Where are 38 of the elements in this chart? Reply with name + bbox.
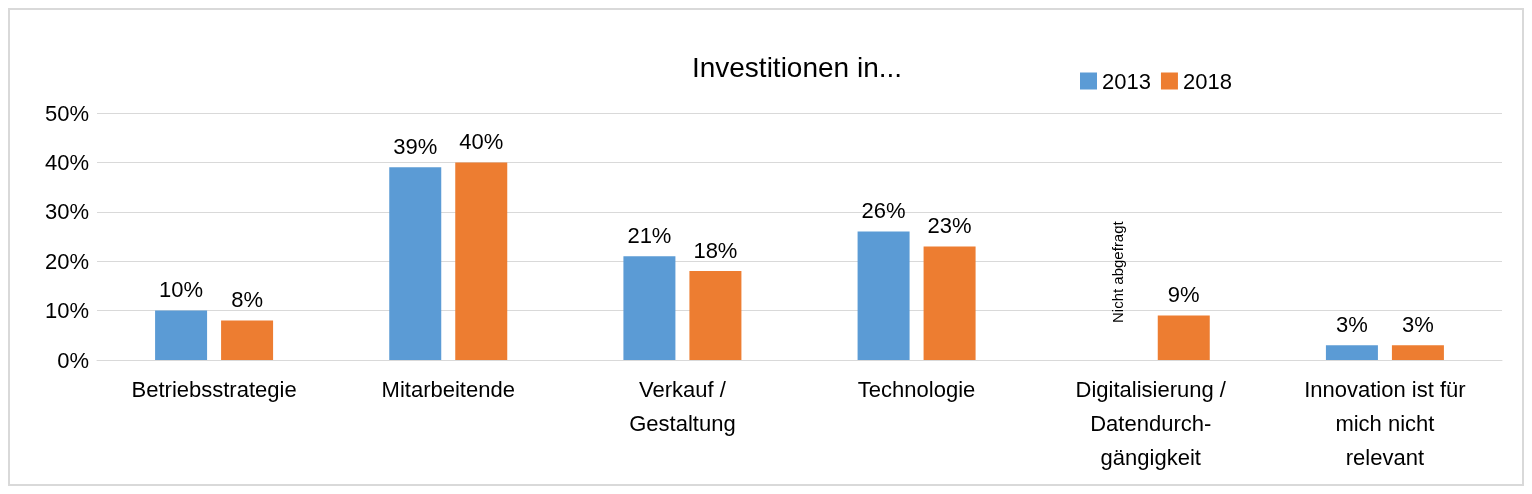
bar bbox=[1157, 315, 1210, 360]
text: 8% bbox=[231, 286, 263, 312]
text: 21% bbox=[627, 222, 672, 248]
bar bbox=[623, 256, 676, 360]
bar bbox=[1391, 345, 1444, 360]
x-tick-label: Verkauf / Gestaltung bbox=[629, 376, 736, 436]
text: 3% bbox=[1336, 311, 1368, 337]
y-tick-label: 30% bbox=[44, 199, 89, 225]
text: 40% bbox=[459, 128, 504, 154]
chart-title: Investitionen in... bbox=[691, 51, 903, 83]
annotation: Nicht abgefragt bbox=[1109, 220, 1127, 323]
y-tick-label: 10% bbox=[44, 298, 89, 324]
bar bbox=[389, 167, 442, 360]
bar bbox=[155, 310, 208, 360]
x-tick-label: Digitalisierung / Datendurch- gängigkeit bbox=[1075, 376, 1227, 470]
text: 39% bbox=[393, 133, 438, 159]
text: 23% bbox=[927, 212, 972, 238]
bar bbox=[857, 231, 910, 360]
text: 18% bbox=[693, 237, 738, 263]
y-tick-label: 50% bbox=[44, 100, 89, 126]
text: 9% bbox=[1167, 282, 1200, 308]
bar bbox=[923, 246, 976, 360]
legend-label: 2018 bbox=[1182, 68, 1232, 94]
x-tick-label: Innovation ist für mich nicht relevant bbox=[1304, 376, 1466, 470]
bar bbox=[689, 271, 742, 360]
x-tick-label: Betriebsstrategie bbox=[131, 376, 297, 402]
text: 3% bbox=[1402, 311, 1434, 337]
y-tick-label: 20% bbox=[44, 248, 89, 274]
bar bbox=[1325, 345, 1378, 360]
bar bbox=[455, 162, 508, 360]
text: 10% bbox=[159, 277, 204, 303]
legend-label: 2013 bbox=[1102, 68, 1151, 94]
bar bbox=[221, 320, 274, 360]
y-tick-label: 0% bbox=[57, 347, 89, 373]
x-tick-label: Technologie bbox=[857, 376, 976, 402]
text: 26% bbox=[861, 198, 906, 224]
y-tick-label: 40% bbox=[44, 149, 89, 175]
x-tick-label: Mitarbeitende bbox=[381, 376, 515, 402]
